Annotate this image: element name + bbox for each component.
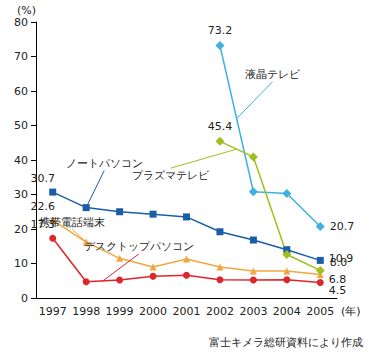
svg-text:2003: 2003	[239, 305, 267, 318]
svg-text:1999: 1999	[106, 305, 134, 318]
svg-text:ノートパソコン: ノートパソコン	[66, 157, 143, 170]
svg-text:富士キメラ総研資料により作成: 富士キメラ総研資料により作成	[209, 336, 363, 349]
svg-text:4.5: 4.5	[329, 284, 347, 297]
svg-text:6.8: 6.8	[328, 273, 347, 286]
svg-text:50: 50	[14, 119, 28, 132]
svg-text:(年): (年)	[341, 305, 361, 318]
svg-text:2000: 2000	[139, 305, 167, 318]
svg-text:2004: 2004	[273, 305, 301, 318]
svg-text:20.7: 20.7	[330, 220, 355, 233]
svg-text:20: 20	[14, 223, 28, 236]
svg-text:8.0: 8.0	[330, 256, 348, 269]
svg-text:22.6: 22.6	[30, 200, 55, 213]
svg-text:液晶テレビ: 液晶テレビ	[245, 68, 301, 81]
svg-text:10: 10	[14, 257, 28, 270]
svg-text:1998: 1998	[72, 305, 100, 318]
svg-text:45.4: 45.4	[208, 120, 233, 133]
svg-text:30: 30	[14, 188, 28, 201]
svg-text:60: 60	[14, 85, 28, 98]
svg-text:2005: 2005	[306, 305, 334, 318]
svg-text:80: 80	[14, 16, 28, 29]
svg-text:1997: 1997	[39, 305, 67, 318]
svg-text:0: 0	[21, 292, 28, 305]
svg-text:2001: 2001	[173, 305, 201, 318]
svg-text:70: 70	[14, 50, 28, 63]
svg-text:携帯電話端末: 携帯電話端末	[39, 216, 105, 229]
svg-text:プラズマテレビ: プラズマテレビ	[132, 169, 210, 182]
svg-text:30.7: 30.7	[30, 172, 55, 185]
svg-text:2002: 2002	[206, 305, 234, 318]
svg-text:73.2: 73.2	[208, 24, 233, 37]
svg-text:デスクトップパソコン: デスクトップパソコン	[84, 240, 194, 253]
svg-text:40: 40	[14, 154, 28, 167]
